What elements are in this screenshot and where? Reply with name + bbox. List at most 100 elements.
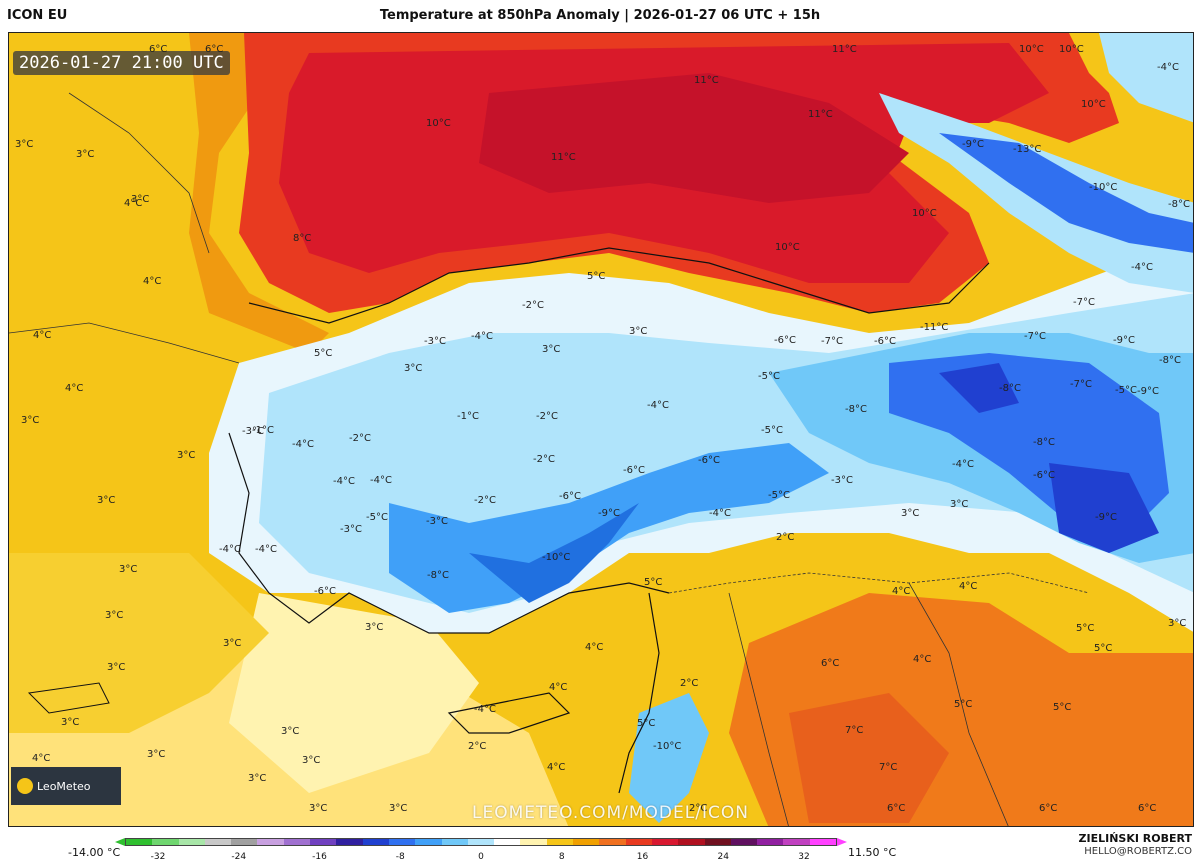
temp-label: 10°C bbox=[426, 118, 451, 129]
temp-label: -4°C bbox=[219, 544, 241, 555]
colorbar-swatch bbox=[678, 839, 705, 845]
header: ICON EU Temperature at 850hPa Anomaly | … bbox=[0, 0, 1200, 32]
temp-label: -6°C bbox=[774, 335, 796, 346]
temp-label: 7°C bbox=[845, 725, 864, 736]
temp-label: -8°C bbox=[845, 404, 867, 415]
chart-title: Temperature at 850hPa Anomaly | 2026-01-… bbox=[379, 8, 821, 23]
colorbar-swatch bbox=[152, 839, 179, 845]
temp-label: -8°C bbox=[999, 383, 1021, 394]
temp-label: 6°C bbox=[821, 658, 840, 669]
temp-label: 2°C bbox=[689, 803, 708, 814]
temp-label: 3°C bbox=[15, 139, 34, 150]
temp-label: -3°C bbox=[340, 524, 362, 535]
temp-label: 3°C bbox=[389, 803, 408, 814]
temp-label: 3°C bbox=[950, 499, 969, 510]
temp-label: -8°C bbox=[1033, 437, 1055, 448]
colorbar-swatch bbox=[704, 839, 731, 845]
colorbar-swatch bbox=[126, 839, 153, 845]
logo-text: LeoMeteo bbox=[37, 779, 91, 793]
temp-label: 8°C bbox=[293, 233, 312, 244]
colorbar-swatch bbox=[362, 839, 389, 845]
temp-label: 4°C bbox=[913, 654, 932, 665]
temp-label: 3°C bbox=[21, 415, 40, 426]
temp-label: 5°C bbox=[1094, 643, 1113, 654]
temp-label: 4°C bbox=[143, 276, 162, 287]
temp-label: 3°C bbox=[404, 363, 423, 374]
temp-label: -3°C bbox=[426, 516, 448, 527]
temp-label: -5°C bbox=[758, 371, 780, 382]
colorbar-tick-label: 24 bbox=[717, 852, 729, 862]
colorbar-tick-label: -16 bbox=[312, 852, 327, 862]
colorbar-tick-label: 8 bbox=[558, 852, 565, 862]
temp-label: 6°C bbox=[205, 44, 224, 55]
temp-label: -3°C bbox=[424, 336, 446, 347]
colorbar-swatch bbox=[520, 839, 547, 845]
temp-label: -3°C bbox=[242, 426, 264, 437]
temp-label: -9°C bbox=[1095, 512, 1117, 523]
colorbar-min-label: -14.00 °C bbox=[68, 846, 121, 859]
temp-label: 3°C bbox=[131, 194, 150, 205]
colorbar bbox=[125, 838, 837, 846]
colorbar-arrow-right bbox=[837, 838, 847, 846]
colorbar-swatch bbox=[730, 839, 758, 845]
temp-label: 4°C bbox=[547, 762, 566, 773]
temp-label: -4°C bbox=[952, 459, 974, 470]
temp-label: 3°C bbox=[76, 149, 95, 160]
temp-label: 5°C bbox=[954, 699, 973, 710]
temp-label: 4°C bbox=[892, 586, 911, 597]
colorbar-swatch bbox=[599, 839, 626, 845]
colorbar-swatch bbox=[283, 839, 311, 845]
temp-label: -4°C bbox=[255, 544, 277, 555]
temp-label: 3°C bbox=[1168, 618, 1187, 629]
temp-label: -7°C bbox=[1024, 331, 1046, 342]
temp-label: 4°C bbox=[65, 383, 84, 394]
map-panel[interactable]: 2026-01-27 21:00 UTC 6°C 6°C 11°C 10°C 1… bbox=[8, 32, 1194, 827]
temp-label: -10°C bbox=[542, 552, 571, 563]
temp-label: -4°C bbox=[333, 476, 355, 487]
sun-icon bbox=[17, 778, 33, 794]
temp-label: 4°C bbox=[549, 682, 568, 693]
temp-label: 3°C bbox=[177, 450, 196, 461]
temp-label: 3°C bbox=[542, 344, 561, 355]
temp-label: -9°C bbox=[1137, 386, 1159, 397]
colorbar-tick-label: -32 bbox=[150, 852, 166, 862]
temp-label: -4°C bbox=[370, 475, 392, 486]
temp-label: -8°C bbox=[1168, 199, 1190, 210]
colorbar-tick-label: 16 bbox=[636, 852, 649, 862]
colorbar-tick-label: 0 bbox=[478, 852, 484, 862]
temp-label: 3°C bbox=[61, 717, 80, 728]
temp-label: -11°C bbox=[920, 322, 949, 333]
temp-label: 3°C bbox=[105, 610, 124, 621]
temp-label: -5°C bbox=[366, 512, 388, 523]
colorbar-swatch bbox=[625, 839, 652, 845]
temp-label: 2°C bbox=[680, 678, 699, 689]
colorbar-swatch bbox=[757, 839, 784, 845]
temp-label: 3°C bbox=[119, 564, 138, 575]
temp-label: 10°C bbox=[1019, 44, 1044, 55]
colorbar-swatch bbox=[783, 839, 810, 845]
temp-label: 3°C bbox=[147, 749, 166, 760]
temp-label: 5°C bbox=[644, 577, 663, 588]
author-email: HELLO@ROBERTZ.CO bbox=[1084, 846, 1192, 857]
temp-label: 4°C bbox=[33, 330, 52, 341]
colorbar-max-label: 11.50 °C bbox=[848, 846, 897, 859]
leometeo-logo[interactable]: LeoMeteo bbox=[11, 767, 121, 805]
temp-label: -5°C bbox=[1115, 385, 1137, 396]
temp-label: 7°C bbox=[879, 762, 898, 773]
temp-label: 3°C bbox=[302, 755, 321, 766]
temp-label: 5°C bbox=[587, 271, 606, 282]
temp-label: -4°C bbox=[292, 439, 314, 450]
colorbar-swatch bbox=[388, 839, 416, 845]
temp-label: -4°C bbox=[1157, 62, 1179, 73]
temp-label: 3°C bbox=[107, 662, 126, 673]
temp-label: -4°C bbox=[474, 704, 496, 715]
colorbar-swatch bbox=[310, 839, 337, 845]
temp-label: -6°C bbox=[1033, 470, 1055, 481]
temp-label: 3°C bbox=[97, 495, 116, 506]
temp-label: -1°C bbox=[457, 411, 479, 422]
colorbar-swatch bbox=[415, 839, 442, 845]
temp-label: 11°C bbox=[808, 109, 833, 120]
temp-label: 2°C bbox=[468, 741, 487, 752]
temp-label: -2°C bbox=[349, 433, 371, 444]
temp-label: 11°C bbox=[694, 75, 719, 86]
